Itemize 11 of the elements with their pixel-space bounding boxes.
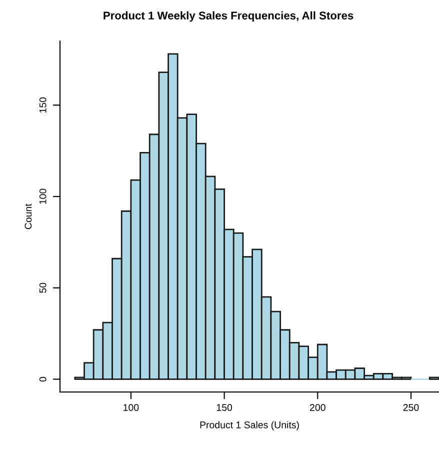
y-tick-label: 50 xyxy=(39,282,46,293)
y-tick-label: 150 xyxy=(39,97,46,113)
x-tick-label: 100 xyxy=(124,404,139,411)
y-tick-label: 100 xyxy=(39,188,46,204)
x-axis-title: Product 1 Sales (Units) xyxy=(200,421,299,430)
x-tick-label: 250 xyxy=(403,404,419,411)
y-axis-title: Count xyxy=(24,204,32,230)
y-tick-label: 0 xyxy=(39,376,46,382)
chart-title: Product 1 Weekly Sales Frequencies, All Stores xyxy=(104,11,354,22)
x-tick-label: 150 xyxy=(216,404,232,411)
x-tick-label: 200 xyxy=(310,404,326,411)
